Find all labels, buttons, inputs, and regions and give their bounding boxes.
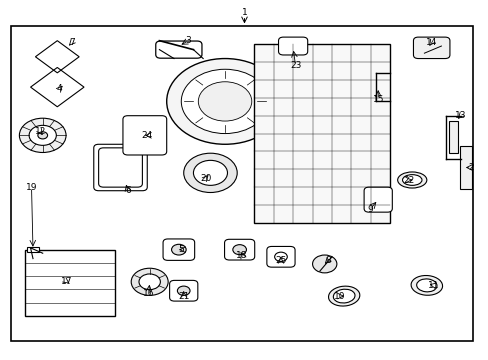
FancyBboxPatch shape	[156, 41, 202, 58]
Bar	[459, 146, 471, 189]
FancyBboxPatch shape	[413, 37, 449, 59]
Text: 6: 6	[124, 186, 130, 195]
Circle shape	[131, 268, 168, 296]
Text: 14: 14	[425, 38, 436, 47]
Text: 16: 16	[142, 289, 154, 298]
Text: 21: 21	[178, 292, 189, 301]
Text: 19: 19	[26, 183, 37, 192]
Text: 15: 15	[372, 95, 383, 104]
Ellipse shape	[328, 286, 359, 306]
Text: 8: 8	[325, 256, 330, 265]
Circle shape	[232, 245, 246, 255]
Text: 22: 22	[403, 176, 414, 185]
FancyBboxPatch shape	[122, 116, 166, 155]
Ellipse shape	[402, 175, 421, 185]
Ellipse shape	[333, 289, 354, 303]
FancyBboxPatch shape	[169, 280, 198, 301]
Text: 11: 11	[427, 281, 439, 290]
Text: 5: 5	[178, 245, 184, 254]
Text: 7: 7	[69, 38, 75, 47]
FancyBboxPatch shape	[266, 247, 294, 267]
Circle shape	[312, 255, 336, 273]
FancyBboxPatch shape	[99, 148, 142, 187]
Circle shape	[177, 286, 190, 296]
Circle shape	[29, 125, 56, 145]
Ellipse shape	[410, 275, 442, 295]
FancyBboxPatch shape	[278, 37, 307, 55]
Circle shape	[171, 244, 186, 255]
Text: 17: 17	[61, 277, 73, 286]
Text: 4: 4	[57, 84, 62, 93]
Circle shape	[139, 274, 160, 290]
Circle shape	[274, 252, 287, 261]
Ellipse shape	[397, 172, 426, 188]
Bar	[254, 44, 389, 223]
Circle shape	[183, 153, 237, 193]
Bar	[448, 121, 458, 153]
FancyBboxPatch shape	[163, 239, 194, 260]
Text: 18: 18	[236, 251, 247, 260]
Circle shape	[38, 132, 47, 139]
Bar	[25, 249, 115, 316]
Text: 9: 9	[366, 205, 372, 214]
Text: 12: 12	[35, 127, 46, 136]
Circle shape	[166, 59, 283, 144]
Circle shape	[193, 160, 227, 185]
FancyBboxPatch shape	[94, 144, 147, 191]
Bar	[27, 247, 39, 252]
Text: 2: 2	[468, 163, 473, 172]
Bar	[11, 26, 472, 341]
FancyBboxPatch shape	[364, 187, 391, 212]
Text: 23: 23	[289, 61, 301, 70]
Text: 20: 20	[200, 174, 211, 183]
Text: 25: 25	[275, 256, 286, 265]
Text: 10: 10	[333, 292, 345, 301]
Circle shape	[181, 69, 268, 134]
Text: 1: 1	[241, 8, 247, 17]
Ellipse shape	[416, 279, 436, 292]
FancyBboxPatch shape	[224, 239, 254, 260]
Text: 13: 13	[454, 111, 466, 120]
Text: 3: 3	[185, 36, 191, 45]
Circle shape	[20, 118, 66, 153]
Text: 24: 24	[142, 131, 153, 140]
Circle shape	[198, 82, 251, 121]
